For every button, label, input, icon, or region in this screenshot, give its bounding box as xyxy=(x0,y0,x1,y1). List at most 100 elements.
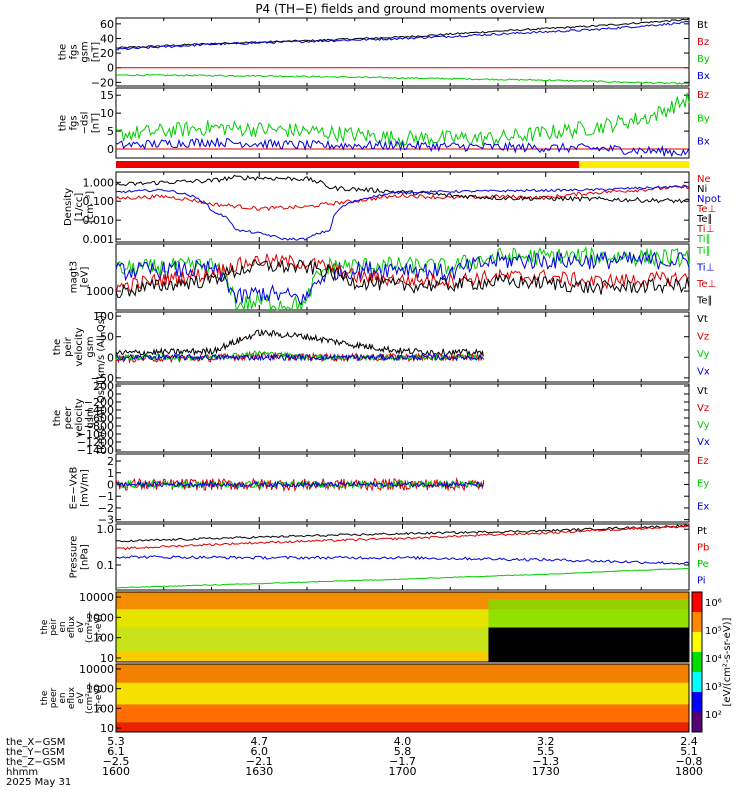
y-tick-label-ion_spec: 10 xyxy=(100,652,114,665)
y-axis-label-elec_spec: the xyxy=(40,690,50,705)
legend-density-6: Ti∥ xyxy=(696,234,711,245)
y-tick-label-velocity2: 0 xyxy=(107,388,114,401)
y-tick-label-pressure: 1.0 xyxy=(97,523,115,536)
series-line-pressure-2 xyxy=(116,567,690,589)
y-axis-label-bfield2: the xyxy=(58,115,69,131)
y-tick-label-velocity: 0 xyxy=(107,351,114,364)
y-tick-label-velocity2: 200 xyxy=(93,380,114,393)
legend-pressure-1: Pb xyxy=(697,543,709,554)
colorbar-swatch xyxy=(692,592,702,613)
y-axis-label-ion_spec: the xyxy=(40,619,50,634)
legend-bfield2-1: By xyxy=(697,113,710,124)
series-line-velocity-2 xyxy=(115,350,485,362)
legend-velocity-1: Vz xyxy=(697,332,709,343)
legend-bfield2-2: Bx xyxy=(697,137,710,148)
ephemeris-value: 1800 xyxy=(675,765,703,778)
panel-frame-elec_spec xyxy=(115,663,690,733)
y-axis-label-ion_spec: en xyxy=(58,621,68,632)
y-tick-label-efield: −2 xyxy=(98,502,114,515)
y-tick-label-ion_spec: 1000 xyxy=(86,611,114,624)
y-axis-label-ion_spec: peir xyxy=(49,618,59,636)
y-axis-label-elec_spec: (cm²-s- xyxy=(85,682,95,714)
legend-bfield-1: Bz xyxy=(697,37,709,48)
y-tick-label-velocity2: −800 xyxy=(84,420,114,433)
series-line-temp-3 xyxy=(115,259,690,299)
legend-bfield2-0: Bz xyxy=(697,90,709,101)
spectrogram-band-elec_spec-2 xyxy=(116,682,689,705)
y-axis-label-ion_spec: eV xyxy=(76,620,86,633)
y-tick-label-efield: −1 xyxy=(98,490,114,503)
spectrogram-band-elec_spec-0 xyxy=(116,722,689,732)
y-tick-label-bfield2: 10 xyxy=(100,107,114,120)
spectrogram-band-ion_spec-0 xyxy=(116,651,689,662)
legend-density-3: Te⊥ xyxy=(696,204,716,215)
y-tick-label-density: 0.001 xyxy=(83,233,115,246)
y-axis-label-bfield2: −dsl xyxy=(80,112,91,135)
ephemeris-value: 4.7 xyxy=(251,735,269,748)
ephemeris-row-label: hhmm xyxy=(6,767,38,778)
y-axis-label-elec_spec: sr-eV) xyxy=(94,685,104,711)
ephemeris-row-label: 2025 May 31 xyxy=(6,777,71,788)
y-axis-label-bfield: gsm xyxy=(80,41,91,62)
y-tick-label-velocity: 50 xyxy=(100,331,114,344)
legend-density-1: Ni xyxy=(697,184,707,195)
legend-pressure-0: Pt xyxy=(697,526,707,537)
legend-velocity2-3: Vx xyxy=(697,437,710,448)
y-tick-label-ion_spec: 10000 xyxy=(79,591,114,604)
panel-frame-velocity2 xyxy=(115,383,690,453)
ephemeris-value: 1730 xyxy=(532,765,560,778)
ephemeris-value: 5.5 xyxy=(537,745,555,758)
y-tick-label-velocity2: −1200 xyxy=(77,436,114,449)
legend-temp-0: Ti∥ xyxy=(696,246,711,257)
y-tick-label-bfield: 40 xyxy=(100,32,114,45)
y-tick-label-ion_spec: 100 xyxy=(93,632,114,645)
ephemeris-value: 5.8 xyxy=(394,745,412,758)
y-axis-label-bfield2: [nT] xyxy=(91,113,102,133)
legend-velocity2-2: Vy xyxy=(697,420,710,431)
legend-velocity-3: Vx xyxy=(697,367,710,378)
legend-temp-2: Te⊥ xyxy=(696,279,716,290)
colorbar-swatch xyxy=(692,652,702,673)
series-line-bfield2-1 xyxy=(115,92,690,148)
colorbar-swatch xyxy=(692,632,702,653)
y-axis-label-pressure: [nPa] xyxy=(80,544,91,570)
colorbar-tick-label: 10⁵ xyxy=(705,626,722,637)
series-line-temp-2 xyxy=(115,253,690,295)
y-axis-label-velocity2: peer xyxy=(63,406,74,430)
y-tick-label-efield: 2 xyxy=(107,455,114,468)
y-tick-label-velocity2: −1400 xyxy=(77,444,114,457)
y-tick-label-bfield: 60 xyxy=(100,18,114,31)
y-axis-label-velocity2: [km/s (All Qs)] xyxy=(96,382,107,454)
y-axis-label-efield: [mV/m] xyxy=(80,469,91,507)
y-tick-label-bfield2: 0 xyxy=(107,143,114,156)
y-axis-label-temp: [eV] xyxy=(80,267,91,288)
legend-temp-1: Ti⊥ xyxy=(696,263,714,274)
y-axis-label-temp: magt3 xyxy=(69,261,80,294)
figure-title: P4 (TH−E) fields and ground moments over… xyxy=(255,2,545,16)
ephemeris-value: 5.1 xyxy=(680,745,698,758)
colorbar-tick-label: 10⁴ xyxy=(705,654,722,665)
ephemeris-row-label: the_X−GSM xyxy=(6,737,65,748)
y-tick-label-bfield: 20 xyxy=(100,47,114,60)
y-tick-label-efield: 0 xyxy=(107,478,114,491)
y-axis-label-ion_spec: (cm²-s- xyxy=(85,611,95,643)
legend-density-2: Npot xyxy=(697,194,721,205)
series-line-bfield2-2 xyxy=(115,137,690,158)
y-tick-label-velocity: 100 xyxy=(93,310,114,323)
ephemeris-value: 6.0 xyxy=(251,745,269,758)
series-line-density-1 xyxy=(115,174,690,204)
y-tick-label-velocity2: −600 xyxy=(84,412,114,425)
y-axis-label-density: [1/cc] xyxy=(74,193,85,222)
colorbar-tick-label: 10² xyxy=(705,710,722,721)
series-line-temp-1 xyxy=(115,250,690,306)
y-tick-label-elec_spec: 100 xyxy=(93,702,114,715)
legend-velocity-0: Vt xyxy=(697,314,708,325)
y-axis-label-pressure: Pressure xyxy=(69,536,80,579)
legend-density-4: Te∥ xyxy=(696,214,713,225)
y-tick-label-bfield: −20 xyxy=(91,76,114,89)
colorbar-swatch xyxy=(692,712,702,733)
legend-density-5: Ti⊥ xyxy=(696,224,714,235)
y-tick-label-density: 0.100 xyxy=(83,195,115,208)
y-tick-label-density: 0.010 xyxy=(83,214,115,227)
